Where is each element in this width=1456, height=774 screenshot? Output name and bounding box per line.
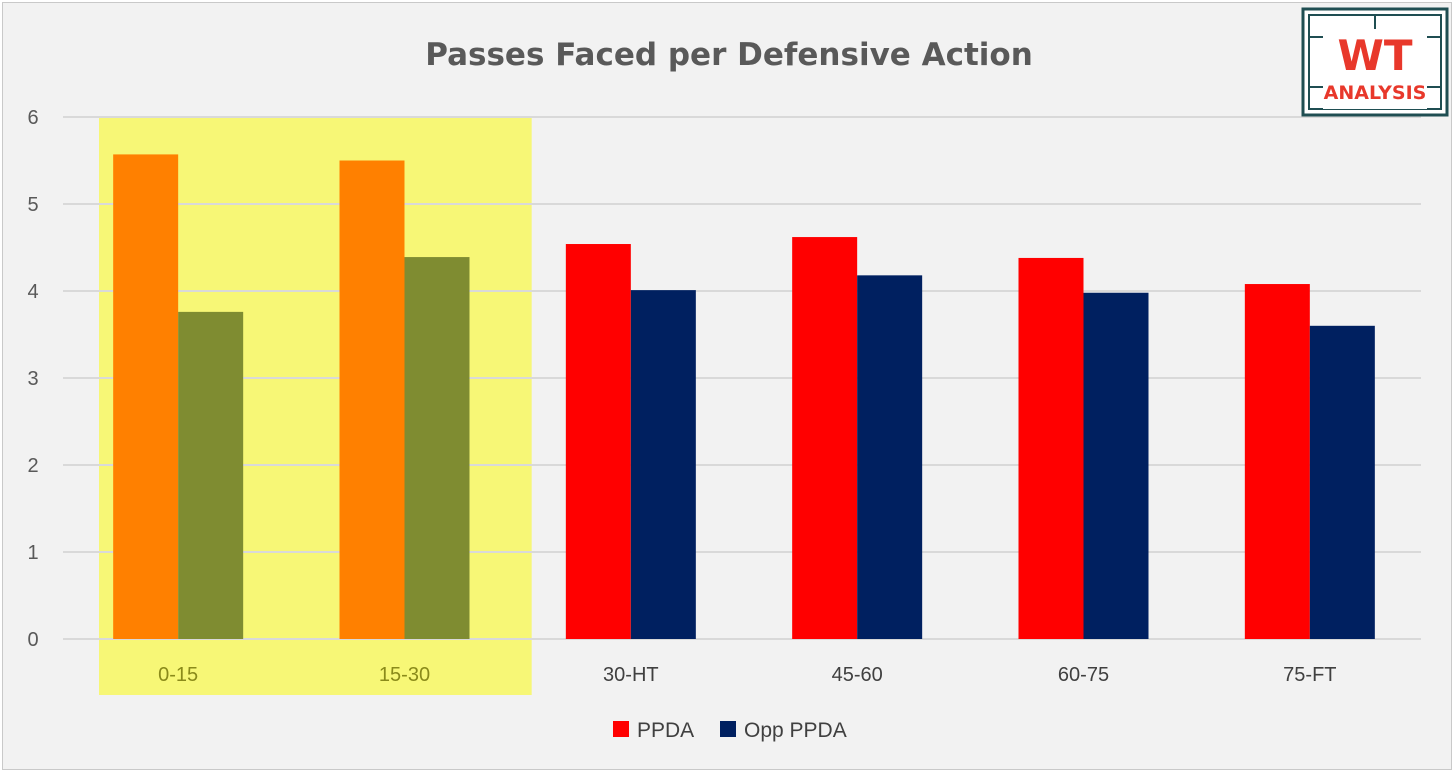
y-tick-label: 3	[27, 368, 38, 390]
bar-opp-ppda-15-30	[404, 257, 470, 639]
y-tick-label: 0	[27, 629, 38, 651]
y-tick-label: 5	[27, 194, 38, 216]
bar-ppda-30-ht	[565, 244, 631, 639]
bar-ppda-15-30	[339, 160, 405, 639]
grid-layer	[63, 116, 1421, 640]
bar-ppda-0-15	[113, 154, 179, 639]
y-axis: 0 1 2 3 4 5 6	[27, 107, 38, 651]
x-tick-label: 75-FT	[1283, 664, 1336, 686]
y-tick-label: 2	[27, 455, 38, 477]
legend: PPDA Opp PPDA	[613, 719, 847, 742]
x-tick-label: 60-75	[1058, 664, 1109, 686]
logo-text-analysis: ANALYSIS	[1324, 82, 1427, 104]
y-tick-label: 1	[27, 542, 38, 564]
x-axis: 0-15 15-30 30-HT 45-60 60-75 75-FT	[158, 664, 1336, 686]
y-tick-label: 4	[27, 281, 38, 303]
bar-opp-ppda-0-15	[178, 311, 244, 639]
y-tick-label: 6	[27, 107, 38, 129]
bar-opp-ppda-45-60	[857, 275, 923, 639]
chart-title: Passes Faced per Defensive Action	[425, 37, 1033, 73]
bar-ppda-45-60	[792, 237, 858, 639]
x-tick-label: 45-60	[832, 664, 883, 686]
legend-swatch-opp-ppda	[720, 721, 736, 737]
legend-label-opp-ppda: Opp PPDA	[744, 719, 847, 742]
bar-opp-ppda-75-ft	[1309, 325, 1375, 639]
x-tick-label: 30-HT	[603, 664, 659, 686]
bar-opp-ppda-60-75	[1083, 292, 1149, 639]
bar-ppda-60-75	[1018, 257, 1084, 639]
bar-ppda-75-ft	[1244, 284, 1310, 639]
x-tick-label: 0-15	[158, 664, 198, 686]
legend-swatch-ppda	[613, 721, 629, 737]
chart-svg: 0 1 2 3 4 5 6 0-15 15-30 30-HT 45-60 60-75 75-FT Pa…	[27, 7, 1449, 742]
bar-layer	[113, 154, 1375, 639]
bar-opp-ppda-30-ht	[630, 290, 696, 639]
wt-analysis-logo: WT ANALYSIS	[1301, 7, 1449, 117]
x-tick-label: 15-30	[379, 664, 430, 686]
logo-text-wt: WT	[1338, 31, 1413, 80]
legend-label-ppda: PPDA	[637, 719, 694, 742]
